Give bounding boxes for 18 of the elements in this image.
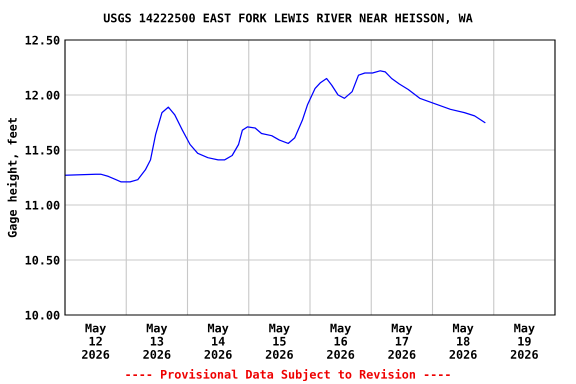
chart-title: USGS 14222500 EAST FORK LEWIS RIVER NEAR HEISSON, WA: [104, 13, 473, 24]
line-series: [65, 70, 486, 183]
y-tick-label: 12.50: [26, 36, 60, 45]
x-tick-label: May 12 2026: [82, 324, 110, 359]
y-tick-label: 12.00: [26, 90, 60, 100]
y-tick-label: 10.00: [26, 310, 60, 320]
x-tick-label: May 15 2026: [266, 324, 293, 359]
x-tick-label: May 17 2026: [388, 324, 416, 359]
y-tick-label: 11.00: [26, 200, 60, 210]
y-tick-label: 11.50: [26, 146, 60, 155]
y-axis-title: Gage height, feet: [6, 118, 20, 238]
x-tick-label: May 16 2026: [327, 324, 354, 359]
x-tick-label: May 14 2026: [204, 324, 232, 359]
text: ---- Provisional Data Subject to Revision ----: [126, 368, 450, 382]
x-tick-label: May 13 2026: [143, 324, 170, 359]
y-tick-label: 10.50: [26, 256, 60, 265]
x-tick-label: May 18 2026: [450, 324, 477, 359]
x-tick-label: May 19 2026: [510, 324, 538, 359]
